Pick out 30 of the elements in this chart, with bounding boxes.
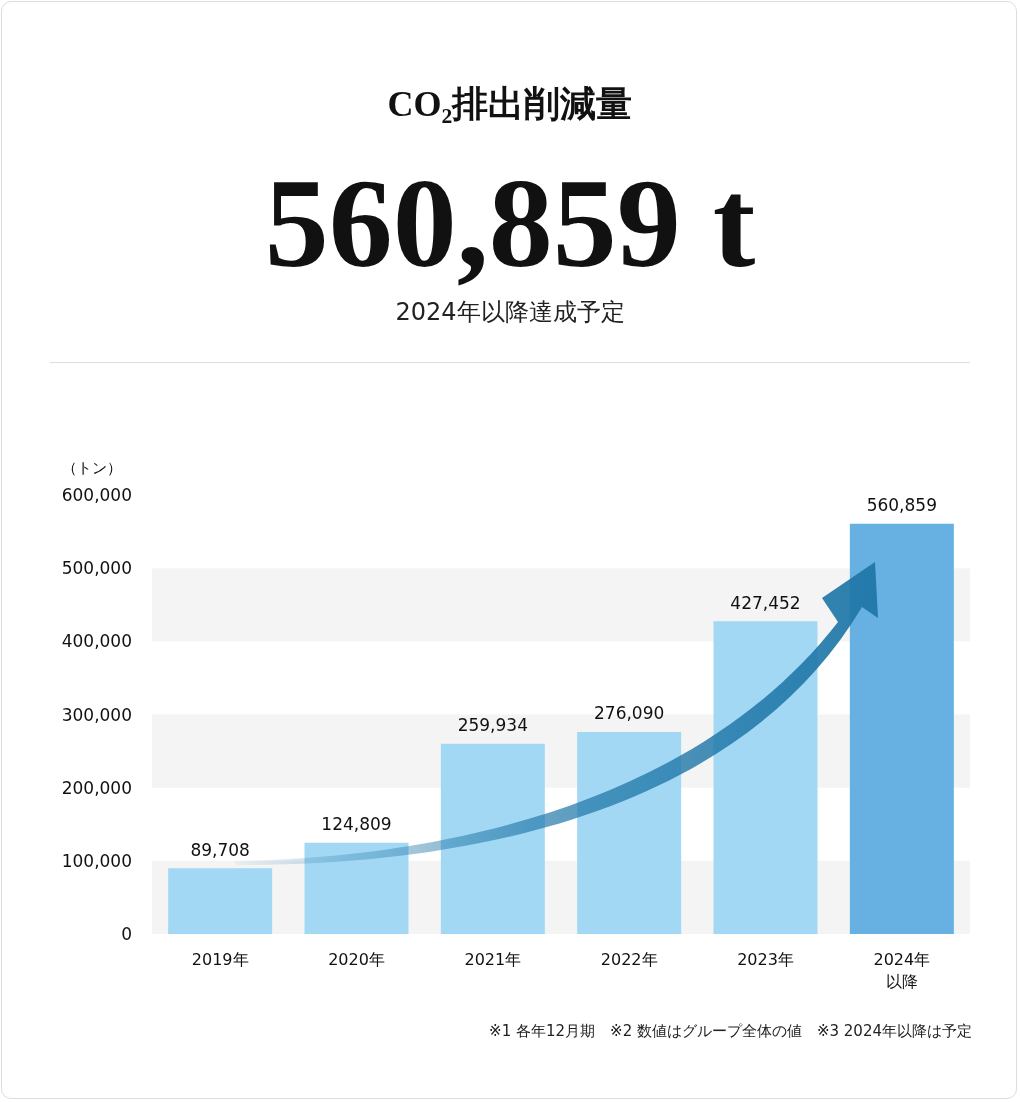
y-axis-title: （トン） — [62, 459, 122, 476]
bar — [304, 842, 409, 934]
y-tick-label: 300,000 — [61, 704, 132, 725]
x-tick-label: 2023年 — [737, 949, 794, 969]
bar — [168, 868, 273, 934]
data-label: 124,809 — [321, 814, 392, 835]
text: 2024年以降達成予定 — [394, 297, 626, 328]
data-label: 427,452 — [730, 592, 801, 613]
x-tick-label: 2024年以降 — [873, 949, 931, 991]
y-tick-label: 0 — [121, 924, 132, 944]
x-tick-label: 2021年 — [464, 949, 522, 969]
chart-title: CO₂排出削減量 — [386, 83, 634, 126]
text: ※1 各年12月期 ※2 数値はグループ全体の値 ※3 2024年以降は予定 — [489, 1022, 972, 1041]
x-tick-label: 2019年 — [191, 949, 249, 969]
x-tick-label: 2022年 — [600, 949, 658, 969]
bar — [849, 523, 954, 934]
bar — [440, 743, 545, 934]
y-tick-label: 600,000 — [61, 485, 132, 505]
y-tick-label: 100,000 — [61, 850, 132, 871]
x-tick-label: 2020年 — [328, 949, 385, 969]
y-tick-label: 400,000 — [61, 631, 132, 652]
y-tick-label: 500,000 — [61, 558, 132, 579]
data-label: 560,859 — [866, 495, 937, 516]
chart-subtitle: 560,859 t — [263, 151, 757, 296]
data-label: 259,934 — [457, 715, 528, 736]
data-label: 89,708 — [190, 839, 250, 860]
bar — [713, 621, 818, 934]
bar — [577, 731, 682, 934]
data-label: 276,090 — [594, 703, 665, 724]
y-tick-label: 200,000 — [61, 777, 132, 798]
